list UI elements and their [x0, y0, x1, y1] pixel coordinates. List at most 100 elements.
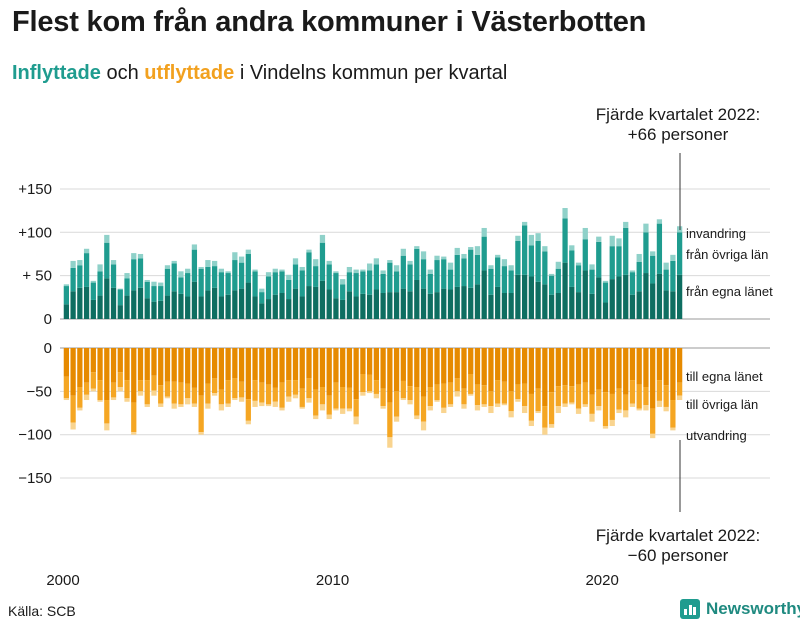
bar-out-other — [292, 380, 299, 395]
bar-out-migration — [387, 437, 393, 448]
bar-in-migration — [191, 244, 198, 250]
bar-out-other — [380, 388, 386, 407]
bar-in-own — [232, 290, 238, 319]
bar-in-migration — [252, 269, 258, 272]
bar-in-other — [677, 232, 683, 275]
bar-out-migration — [306, 398, 312, 403]
bar-in-own — [447, 289, 454, 319]
bar-in-other — [522, 225, 528, 275]
bar-out-migration — [232, 398, 238, 401]
bar-in-other — [144, 281, 150, 299]
bar-in-other — [650, 255, 656, 284]
bar-out-own — [609, 348, 615, 394]
bar-out-migration — [468, 393, 474, 396]
bar-out-own — [164, 348, 171, 382]
bar-in-own — [454, 286, 460, 319]
bar-out-own — [272, 348, 278, 388]
bar-in-other — [380, 273, 386, 293]
bar-in-own — [124, 295, 130, 319]
bar-in-own — [333, 298, 339, 319]
bar-out-own — [602, 348, 609, 393]
bar-in-own — [461, 286, 467, 319]
bar-out-migration — [164, 396, 171, 399]
bar-in-other — [542, 251, 548, 285]
bar-out-migration — [198, 432, 204, 435]
bar-out-other — [279, 382, 285, 408]
bar-in-migration — [420, 251, 427, 260]
bar-out-own — [522, 348, 528, 384]
bar-in-own — [272, 294, 278, 319]
bar-in-own — [90, 299, 96, 319]
bar-in-migration — [225, 271, 231, 274]
bar-out-migration — [124, 398, 130, 402]
bar-in-other — [495, 257, 501, 287]
bar-in-own — [97, 295, 103, 319]
bar-out-other — [609, 393, 615, 420]
bar-in-other — [245, 253, 251, 283]
bar-in-other — [137, 258, 144, 288]
bar-in-migration — [70, 260, 76, 268]
bar-in-migration — [434, 255, 440, 261]
bar-out-own — [548, 348, 555, 393]
x-tick-label: 2020 — [585, 572, 618, 589]
bar-in-own — [77, 287, 83, 319]
bar-in-own — [434, 292, 440, 319]
bar-in-migration — [124, 273, 130, 279]
bar-out-migration — [528, 420, 534, 427]
bar-in-own — [501, 292, 508, 319]
bar-out-other — [232, 378, 238, 399]
bar-out-other — [212, 378, 218, 394]
bar-in-own — [542, 284, 548, 319]
bar-in-other — [427, 273, 433, 294]
bar-out-own — [569, 348, 575, 387]
bar-out-migration — [353, 416, 359, 425]
bar-out-migration — [77, 407, 83, 411]
bar-out-own — [387, 348, 393, 403]
bar-in-other — [198, 268, 204, 297]
bar-in-other — [131, 259, 137, 291]
bar-out-own — [575, 348, 582, 385]
bar-in-other — [212, 266, 218, 288]
bar-in-migration — [373, 258, 379, 265]
bar-out-other — [569, 386, 575, 403]
bar-out-own — [420, 348, 427, 397]
bar-in-other — [373, 264, 379, 290]
bar-in-other — [90, 282, 96, 300]
bar-out-own — [205, 348, 211, 384]
legend-fran-egna-lanet: från egna länet — [686, 284, 773, 299]
bar-out-other — [636, 384, 642, 409]
bar-out-migration — [151, 390, 157, 396]
bar-out-other — [400, 380, 406, 399]
bar-in-own — [185, 296, 191, 319]
bar-out-other — [238, 381, 245, 398]
bar-out-other — [575, 384, 582, 409]
bar-in-other — [441, 259, 447, 289]
bar-in-migration — [555, 261, 561, 269]
bar-out-own — [535, 348, 541, 389]
brand[interactable]: Newsworthy — [680, 599, 800, 619]
bar-out-own — [562, 348, 568, 386]
bar-out-migration — [656, 400, 663, 407]
bar-out-own — [454, 348, 460, 379]
bar-in-own — [677, 274, 683, 319]
legend-fran-ovriga-lan: från övriga län — [686, 247, 768, 262]
bar-in-other — [414, 248, 420, 280]
bar-out-other — [474, 384, 481, 406]
bar-out-migration — [218, 404, 224, 411]
bar-out-migration — [461, 404, 467, 409]
bar-out-own — [670, 348, 676, 401]
bar-out-migration — [212, 393, 218, 396]
gridlines — [60, 188, 770, 479]
bar-out-other — [353, 399, 359, 417]
bar-out-own — [313, 348, 319, 390]
bar-in-own — [623, 274, 629, 319]
bar-in-own — [171, 291, 177, 319]
bar-in-migration — [367, 263, 373, 271]
bottom-y-tick-label: −150 — [18, 470, 52, 487]
x-tick-label: 2010 — [316, 572, 349, 589]
bar-in-migration — [245, 249, 251, 254]
chart-title: Flest kom från andra kommuner i Västerbo… — [12, 6, 647, 38]
bar-out-migration — [83, 394, 90, 401]
bar-out-migration — [400, 398, 406, 401]
bar-in-other — [589, 269, 595, 294]
